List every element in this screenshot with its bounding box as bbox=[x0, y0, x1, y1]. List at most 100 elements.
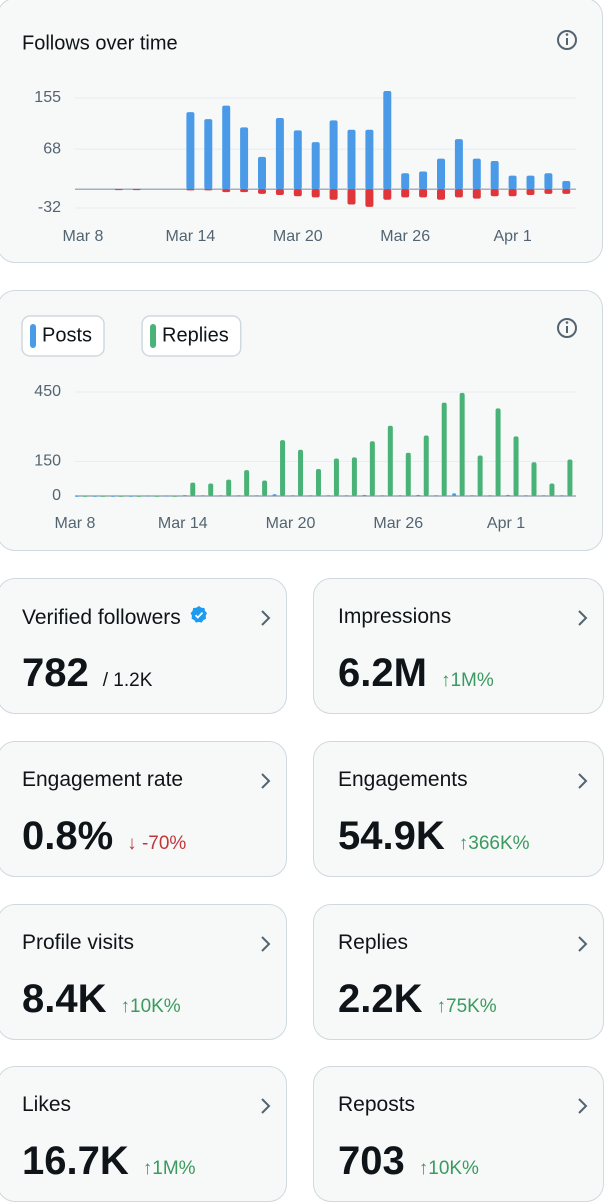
bar bbox=[182, 495, 187, 497]
stat-card[interactable]: Profile visits 8.4K ↑10K% bbox=[0, 904, 287, 1040]
stat-value-row: 2.2K ↑75K% bbox=[338, 977, 497, 1022]
stat-card[interactable]: Reposts 703 ↑10K% bbox=[313, 1066, 604, 1202]
y-tick-label: 150 bbox=[34, 453, 61, 470]
bar bbox=[315, 468, 321, 496]
bar bbox=[383, 90, 392, 190]
x-tick-label: Mar 8 bbox=[55, 515, 96, 532]
stat-label-text: Reposts bbox=[338, 1093, 416, 1116]
bar bbox=[423, 435, 429, 496]
bar bbox=[526, 175, 535, 190]
x-tick-label: Apr 1 bbox=[493, 228, 531, 245]
bar bbox=[369, 441, 375, 496]
bar bbox=[513, 436, 519, 496]
bar bbox=[470, 495, 475, 497]
bar bbox=[172, 495, 178, 497]
bar bbox=[559, 495, 564, 497]
stat-card[interactable]: Likes 16.7K ↑1M% bbox=[0, 1066, 287, 1202]
bar bbox=[387, 425, 393, 496]
bar bbox=[258, 156, 266, 190]
bar bbox=[262, 480, 268, 496]
bar bbox=[434, 495, 439, 497]
chart-title: Follows over time bbox=[22, 32, 178, 54]
stat-value-row: 54.9K ↑366K% bbox=[338, 814, 530, 859]
bar bbox=[254, 495, 259, 497]
bar bbox=[100, 495, 106, 497]
bar bbox=[236, 495, 241, 497]
stat-label-text: Impressions bbox=[338, 605, 452, 628]
legend-item[interactable]: Posts bbox=[21, 315, 105, 357]
legend-swatch bbox=[150, 324, 157, 348]
bar bbox=[82, 495, 88, 497]
stat-value-row: 703 ↑10K% bbox=[338, 1139, 479, 1184]
y-tick-label: -32 bbox=[38, 199, 61, 216]
bar bbox=[495, 408, 501, 496]
bar bbox=[200, 495, 205, 497]
bar bbox=[531, 462, 537, 496]
x-tick-label: Mar 20 bbox=[273, 228, 323, 245]
bar bbox=[204, 189, 213, 191]
bar bbox=[508, 189, 517, 197]
x-tick-label: Mar 20 bbox=[266, 515, 316, 532]
stat-value: 6.2M bbox=[338, 651, 427, 695]
info-icon[interactable] bbox=[557, 30, 577, 50]
bar bbox=[222, 105, 231, 190]
bar bbox=[506, 494, 511, 496]
verified-badge bbox=[189, 605, 209, 631]
bar bbox=[110, 495, 115, 497]
bar bbox=[544, 173, 553, 190]
stat-label: Likes bbox=[22, 1093, 71, 1117]
stat-value-row: 782 / 1.2K bbox=[22, 651, 152, 696]
bar bbox=[258, 189, 266, 194]
stat-value-row: 16.7K ↑1M% bbox=[22, 1139, 196, 1184]
x-tick-label: Mar 26 bbox=[380, 228, 430, 245]
bar bbox=[383, 189, 392, 200]
bar bbox=[401, 173, 410, 190]
stat-card[interactable]: Replies 2.2K ↑75K% bbox=[313, 904, 604, 1040]
bar bbox=[240, 189, 249, 193]
stat-total: / 1.2K bbox=[102, 670, 153, 691]
bar bbox=[204, 119, 213, 190]
bar bbox=[419, 171, 428, 190]
bar bbox=[308, 495, 313, 497]
stat-label-text: Profile visits bbox=[22, 931, 135, 954]
stat-change: ↑366K% bbox=[458, 833, 530, 854]
bar bbox=[526, 189, 535, 196]
stat-label: Engagements bbox=[338, 768, 468, 792]
bar bbox=[114, 189, 123, 191]
stat-change: ↑10K% bbox=[418, 1158, 479, 1179]
stat-change: ↓ -70% bbox=[127, 833, 187, 854]
stat-card[interactable]: Impressions 6.2M ↑1M% bbox=[313, 578, 604, 714]
bar bbox=[244, 470, 250, 496]
legend-item[interactable]: Replies bbox=[141, 315, 242, 357]
bar bbox=[186, 189, 195, 191]
bar bbox=[226, 479, 232, 496]
stat-value: 8.4K bbox=[22, 977, 107, 1021]
bar bbox=[136, 495, 142, 497]
bar bbox=[419, 189, 428, 198]
x-tick-label: Mar 8 bbox=[63, 228, 104, 245]
bar bbox=[272, 494, 277, 496]
y-tick-label: 68 bbox=[43, 140, 61, 157]
stat-label-text: Engagements bbox=[338, 768, 468, 791]
chevron bbox=[577, 1097, 589, 1120]
stat-card[interactable]: Engagement rate 0.8% ↓ -70% bbox=[0, 741, 287, 877]
stat-card[interactable]: Engagements 54.9K ↑366K% bbox=[313, 741, 604, 877]
stat-card[interactable]: Verified followers 782 / 1.2K bbox=[0, 578, 287, 714]
bar bbox=[454, 139, 463, 190]
stat-label: Engagement rate bbox=[22, 768, 183, 792]
stat-label-text: Engagement rate bbox=[22, 768, 184, 791]
bar bbox=[190, 482, 196, 496]
bar bbox=[146, 495, 151, 497]
bar bbox=[92, 495, 97, 497]
chevron bbox=[577, 935, 589, 958]
bar bbox=[544, 189, 553, 194]
stat-change: ↑1M% bbox=[142, 1158, 196, 1179]
bar bbox=[562, 180, 571, 190]
bar bbox=[477, 455, 483, 496]
bar bbox=[405, 452, 411, 496]
info-icon[interactable] bbox=[557, 318, 577, 338]
x-tick-label: Mar 14 bbox=[166, 228, 216, 245]
bar bbox=[240, 127, 249, 190]
bar bbox=[164, 495, 169, 497]
